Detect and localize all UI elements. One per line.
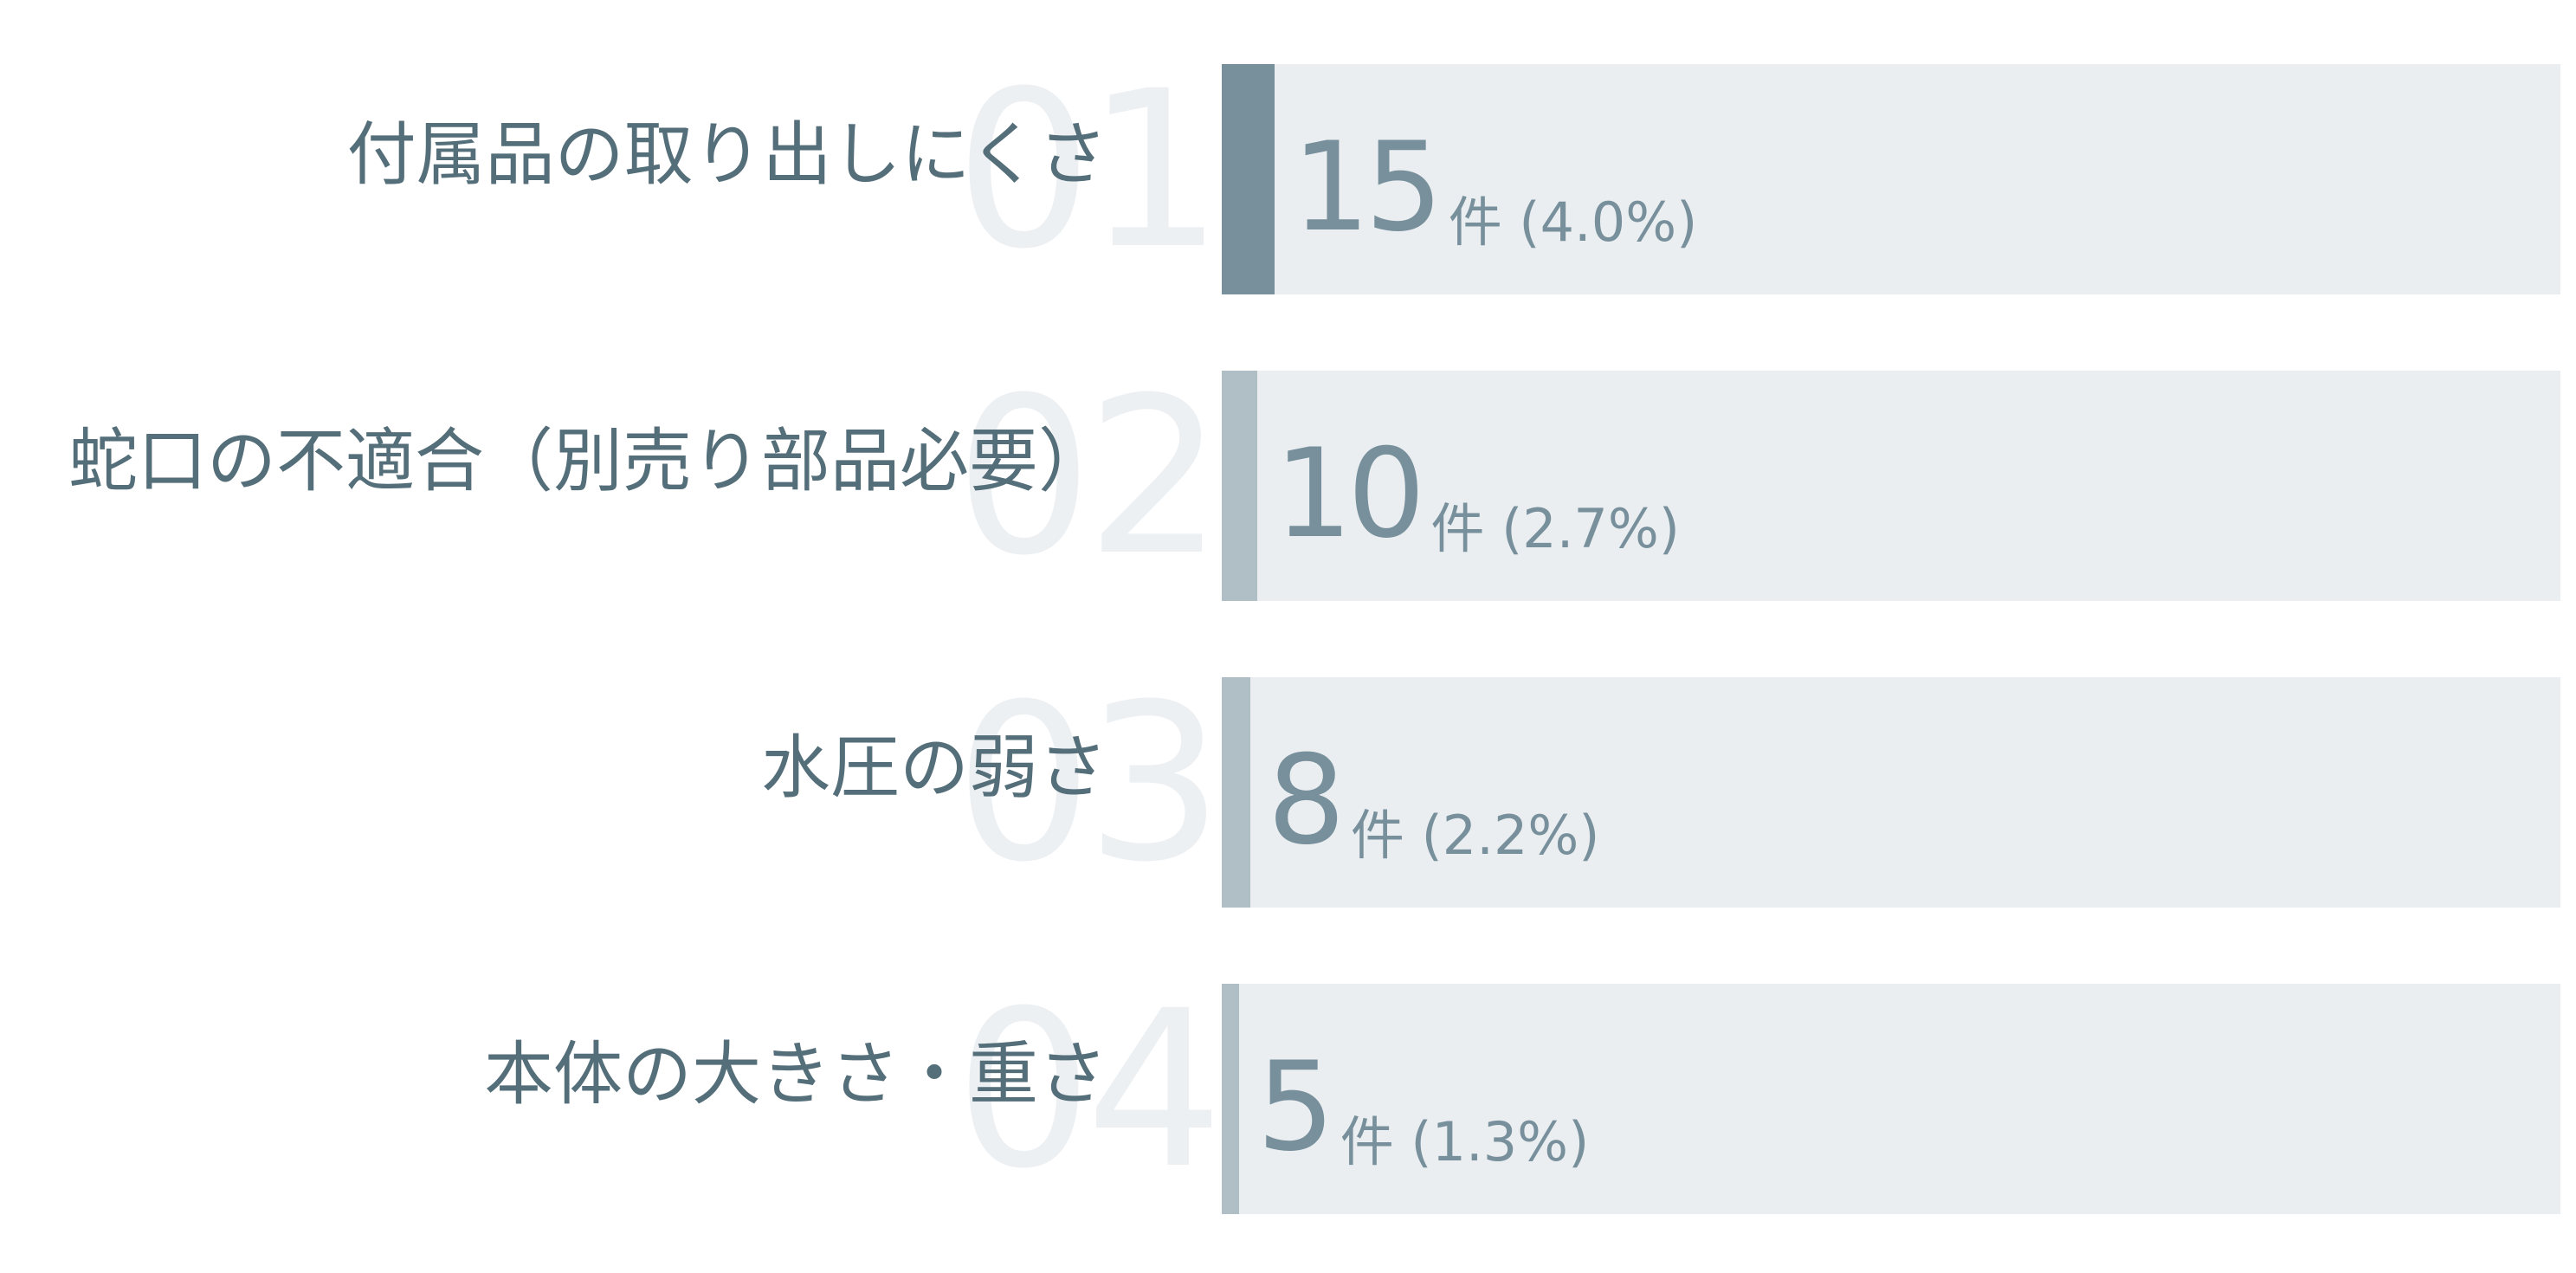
unit-percent-label: 件 (2.7%) — [1430, 497, 1680, 560]
bar-track: 10 件 (2.7%) — [1222, 371, 2560, 601]
unit-percent-label: 件 (1.3%) — [1340, 1110, 1590, 1173]
unit-percent-label: 件 (2.2%) — [1350, 804, 1600, 867]
category-label: 付属品の取り出しにくさ — [346, 114, 1107, 195]
bar-fill — [1222, 984, 1240, 1214]
bar-fill — [1222, 677, 1250, 908]
bar-track: 15 件 (4.0%) — [1222, 64, 2560, 294]
chart-row-3: 03 水圧の弱さ 8 件 (2.2%) — [0, 669, 2576, 908]
value-label: 5 — [1256, 1036, 1334, 1179]
category-label: 水圧の弱さ — [761, 727, 1107, 808]
bar-fill — [1222, 371, 1257, 601]
unit-percent-label: 件 (4.0%) — [1448, 191, 1698, 254]
rank-number: 02 — [954, 351, 1223, 603]
rank-number: 01 — [954, 44, 1223, 296]
rank-number: 04 — [954, 964, 1223, 1216]
rank-number: 03 — [954, 657, 1223, 909]
value-label: 15 — [1292, 116, 1443, 259]
category-label: 蛇口の不適合（別売り部品必要） — [68, 421, 1107, 501]
chart-row-1: 01 付属品の取り出しにくさ 15 件 (4.0%) — [0, 55, 2576, 294]
value-label: 8 — [1267, 729, 1346, 872]
chart-row-2: 02 蛇口の不適合（別売り部品必要） 10 件 (2.7%) — [0, 362, 2576, 601]
category-label: 本体の大きさ・重さ — [484, 1034, 1107, 1115]
value-label: 10 — [1274, 423, 1426, 565]
chart-row-4: 04 本体の大きさ・重さ 5 件 (1.3%) — [0, 975, 2576, 1214]
bar-fill — [1222, 64, 1275, 294]
